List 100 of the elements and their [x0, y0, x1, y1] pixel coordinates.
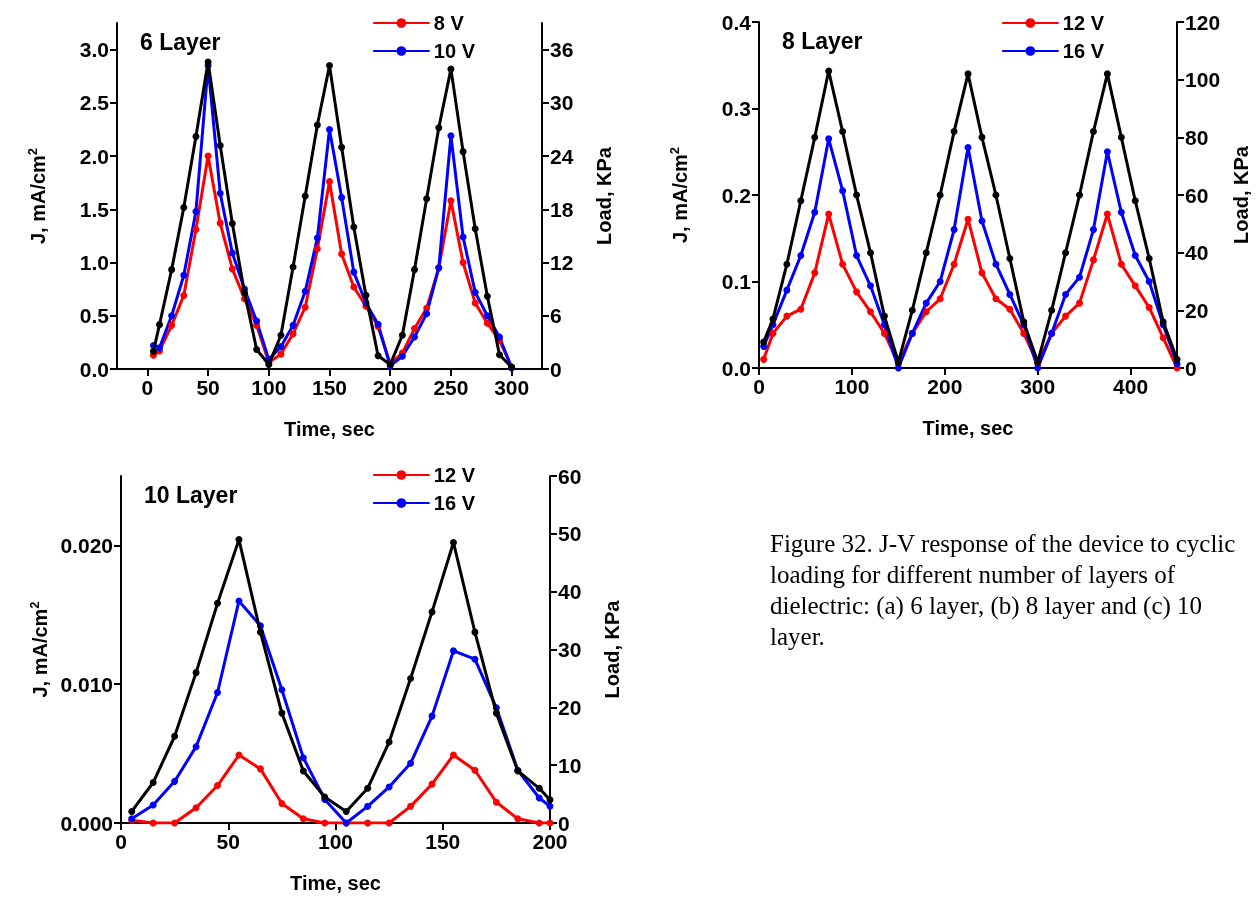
y2-tick-label: 30 [550, 91, 574, 115]
point [228, 249, 236, 257]
point [1117, 260, 1125, 268]
y2-tick-label: 120 [1185, 10, 1221, 34]
point [1145, 278, 1153, 285]
point [149, 819, 157, 827]
point [289, 330, 297, 338]
point [783, 312, 791, 320]
point [1089, 256, 1097, 264]
point [760, 338, 768, 346]
point [459, 259, 467, 267]
point [471, 655, 479, 663]
point [853, 191, 861, 199]
point [839, 187, 847, 195]
x-tick-label: 50 [196, 376, 220, 399]
point [313, 245, 321, 253]
y2-tick-label: 24 [550, 144, 574, 168]
point [301, 303, 309, 311]
point [321, 819, 329, 827]
point [216, 141, 224, 149]
point [1006, 305, 1014, 313]
y2-axis-title: Load, KPa [593, 146, 615, 245]
point [385, 783, 393, 791]
legend-label: 16 V [1062, 40, 1105, 62]
point [992, 260, 1000, 268]
point [1117, 208, 1125, 216]
point [411, 325, 418, 333]
point [535, 794, 543, 802]
point [769, 329, 777, 337]
y2-tick-label: 40 [1185, 241, 1209, 265]
y2-tick-label: 18 [550, 197, 574, 221]
y2-tick-label: 60 [558, 464, 582, 488]
point [301, 287, 309, 295]
x-tick-label: 250 [433, 376, 469, 399]
point [1048, 306, 1056, 314]
x-tick-label: 200 [372, 376, 408, 399]
point [241, 289, 248, 297]
x-tick-label: 0 [141, 376, 154, 399]
y-tick-label: 0.1 [721, 270, 752, 293]
point [168, 312, 176, 320]
y2-tick-label: 20 [1185, 298, 1209, 322]
point [1089, 128, 1097, 136]
point [180, 204, 188, 212]
point [950, 226, 958, 234]
point [950, 128, 958, 136]
point [364, 819, 372, 827]
point [514, 815, 522, 823]
point [192, 743, 200, 751]
y-tick-label: 1.0 [79, 251, 109, 275]
point [168, 266, 176, 274]
y-tick-label: 0.0 [721, 356, 751, 380]
y-tick-label: 2.5 [79, 91, 110, 115]
point [471, 299, 479, 307]
point [908, 306, 916, 314]
point [492, 798, 500, 806]
point [156, 321, 163, 329]
point [350, 283, 358, 291]
point [1173, 355, 1181, 363]
point [797, 305, 805, 313]
y-tick-label: 1.5 [79, 197, 110, 221]
point [407, 759, 415, 767]
point [362, 291, 370, 299]
legend-label: 8 V [433, 12, 465, 34]
point [471, 766, 479, 774]
point [535, 819, 543, 827]
chart-title: 10 Layer [144, 481, 238, 508]
point [922, 299, 930, 307]
y2-tick-label: 80 [1185, 125, 1209, 149]
x-tick-label: 50 [216, 830, 240, 853]
point [149, 347, 157, 355]
y2-tick-label: 60 [1185, 183, 1209, 207]
y-tick-label: 0.2 [721, 183, 751, 207]
point [253, 345, 261, 353]
y-axis-title: J, mA/cm2 [25, 147, 49, 245]
point [171, 732, 179, 740]
point [149, 779, 157, 787]
point [1103, 210, 1111, 218]
point [447, 197, 455, 205]
x-axis-title: Time, sec [284, 418, 375, 440]
point [1131, 197, 1139, 205]
point [1006, 254, 1014, 262]
point [171, 777, 179, 785]
point [839, 128, 847, 136]
point [447, 132, 455, 140]
point [471, 288, 479, 296]
point [880, 312, 888, 320]
point [216, 219, 224, 227]
y2-tick-label: 6 [550, 304, 562, 328]
point [411, 266, 418, 274]
point [350, 223, 358, 231]
point [1076, 299, 1084, 307]
point [214, 689, 222, 697]
y2-tick-label: 12 [550, 251, 574, 275]
point [866, 282, 874, 290]
caption: Figure 32. J-V response of the device to cyclic loading for different number of layers of dielectric: (a) 6 layer, (b) 8 layer and (c) 10 layer. [770, 529, 1237, 652]
y2-tick-label: 100 [1185, 68, 1221, 92]
point [853, 252, 861, 260]
point [797, 197, 805, 205]
point [407, 802, 415, 810]
point [192, 226, 200, 234]
